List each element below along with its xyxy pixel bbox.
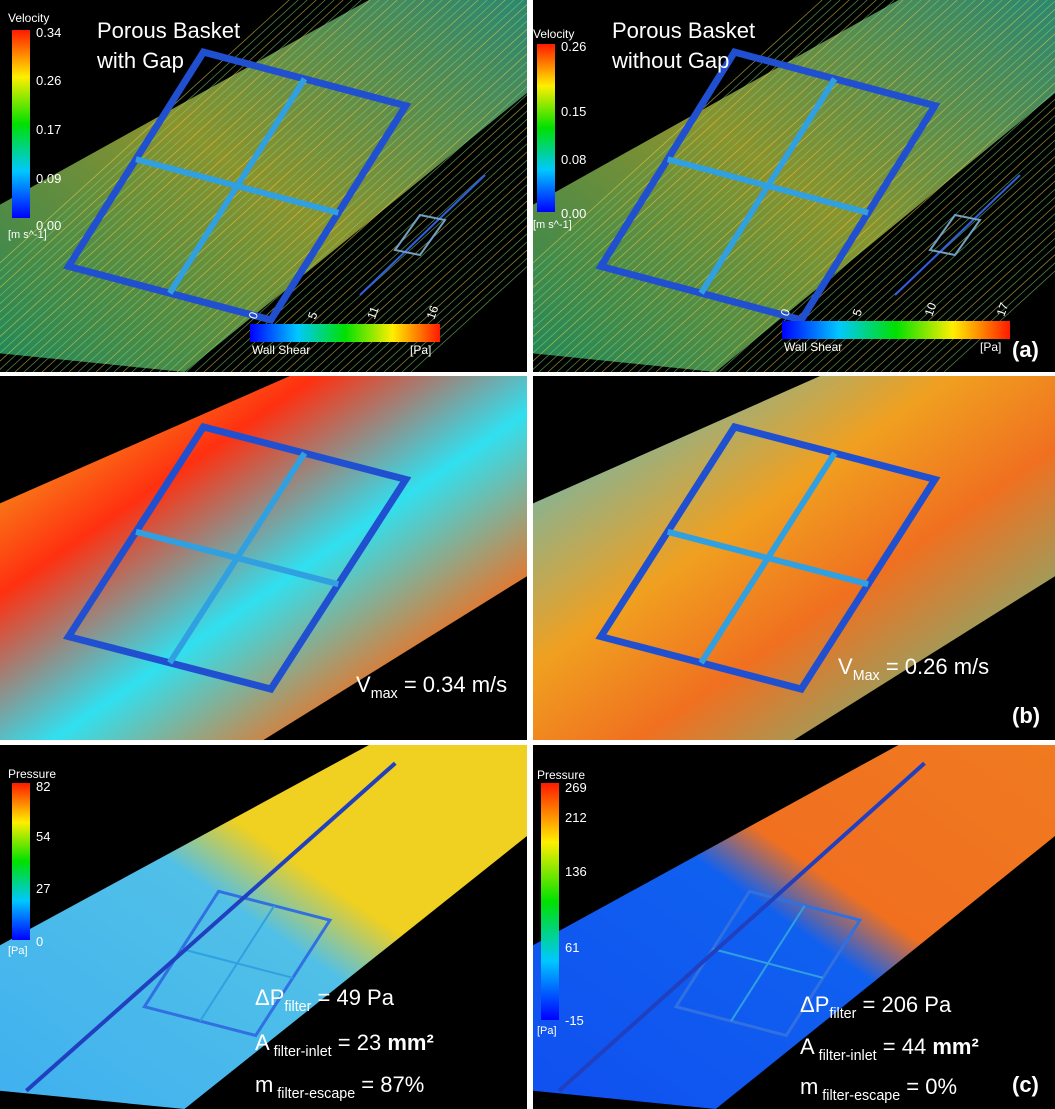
- colorbar-tick-label: 27: [36, 881, 50, 896]
- subscript: filter-escape: [273, 1086, 355, 1102]
- colorbar-tick-label: 0.00: [36, 218, 61, 233]
- colorbar: [537, 44, 555, 212]
- colorbar-title: Velocity: [8, 11, 49, 25]
- subscript: filter-inlet: [815, 1048, 877, 1064]
- symbol: V: [356, 672, 371, 697]
- colorbar-tick-label: 0.15: [561, 104, 586, 119]
- colorbar-tick-label: 212: [565, 810, 587, 825]
- colorbar: [782, 321, 1010, 339]
- colorbar-tick-label: -15: [565, 1013, 584, 1028]
- colorbar-unit: [Pa]: [8, 945, 28, 957]
- symbol: V: [838, 654, 853, 679]
- colorbar-tick-label: 82: [36, 779, 50, 794]
- colorbar-title: Wall Shear: [252, 343, 310, 357]
- colorbar-tick-label: 0.34: [36, 25, 61, 40]
- figure: Velocity[m s^-1]0.340.260.170.090.00Velo…: [0, 0, 1055, 1109]
- colorbar-tick-label: 136: [565, 864, 587, 879]
- colorbar-tick-label: 0.26: [36, 73, 61, 88]
- colorbar: [541, 783, 559, 1020]
- panel-title: without Gap: [611, 48, 729, 73]
- colorbar-title: Wall Shear: [784, 340, 842, 354]
- value-text: = 23: [332, 1030, 388, 1055]
- colorbar-tick-label: 0: [36, 934, 43, 949]
- panel-title: with Gap: [96, 48, 184, 73]
- colorbar-tick-label: 0.00: [561, 206, 586, 221]
- colorbar-tick-label: 0.26: [561, 39, 586, 54]
- panel-title: Porous Basket: [97, 18, 240, 43]
- subscript: Max: [853, 668, 880, 684]
- colorbar: [250, 324, 440, 342]
- symbol: m: [800, 1074, 818, 1099]
- colorbar-unit: [Pa]: [537, 1025, 557, 1037]
- value-text: = 0.34 m/s: [398, 672, 507, 697]
- value-text: = 206 Pa: [856, 992, 952, 1017]
- subscript: filter-inlet: [270, 1044, 332, 1060]
- colorbar-tick-label: 269: [565, 780, 587, 795]
- panel-letter: (c): [1012, 1072, 1039, 1097]
- unit: mm²: [387, 1030, 433, 1055]
- value-text: = 87%: [355, 1072, 424, 1097]
- subscript: filter: [829, 1006, 856, 1022]
- colorbar-tick-label: 0.17: [36, 122, 61, 137]
- panel: [533, 376, 1055, 740]
- colorbar-unit: [Pa]: [410, 343, 431, 357]
- panel-title: Porous Basket: [612, 18, 755, 43]
- subscript: max: [371, 686, 398, 702]
- colorbar: [12, 783, 30, 940]
- colorbar-tick-label: 54: [36, 829, 50, 844]
- symbol: m: [255, 1072, 273, 1097]
- value-text: = 44: [877, 1034, 933, 1059]
- unit: mm²: [932, 1034, 978, 1059]
- colorbar-tick-label: 0.09: [36, 171, 61, 186]
- value-text: = 0.26 m/s: [880, 654, 989, 679]
- colorbar-tick-label: 61: [565, 940, 579, 955]
- colorbar-unit: [Pa]: [980, 340, 1001, 354]
- symbol: ΔP: [255, 985, 284, 1010]
- symbol: A: [255, 1030, 270, 1055]
- colorbar-tick-label: 0.08: [561, 152, 586, 167]
- subscript: filter: [284, 999, 311, 1015]
- symbol: A: [800, 1034, 815, 1059]
- colorbar: [12, 30, 30, 218]
- panel-letter: (b): [1012, 703, 1040, 728]
- value-text: = 0%: [900, 1074, 957, 1099]
- value-text: = 49 Pa: [311, 985, 394, 1010]
- symbol: ΔP: [800, 992, 829, 1017]
- renderings: [0, 0, 1055, 1109]
- panel-letter: (a): [1012, 337, 1039, 362]
- subscript: filter-escape: [818, 1088, 900, 1104]
